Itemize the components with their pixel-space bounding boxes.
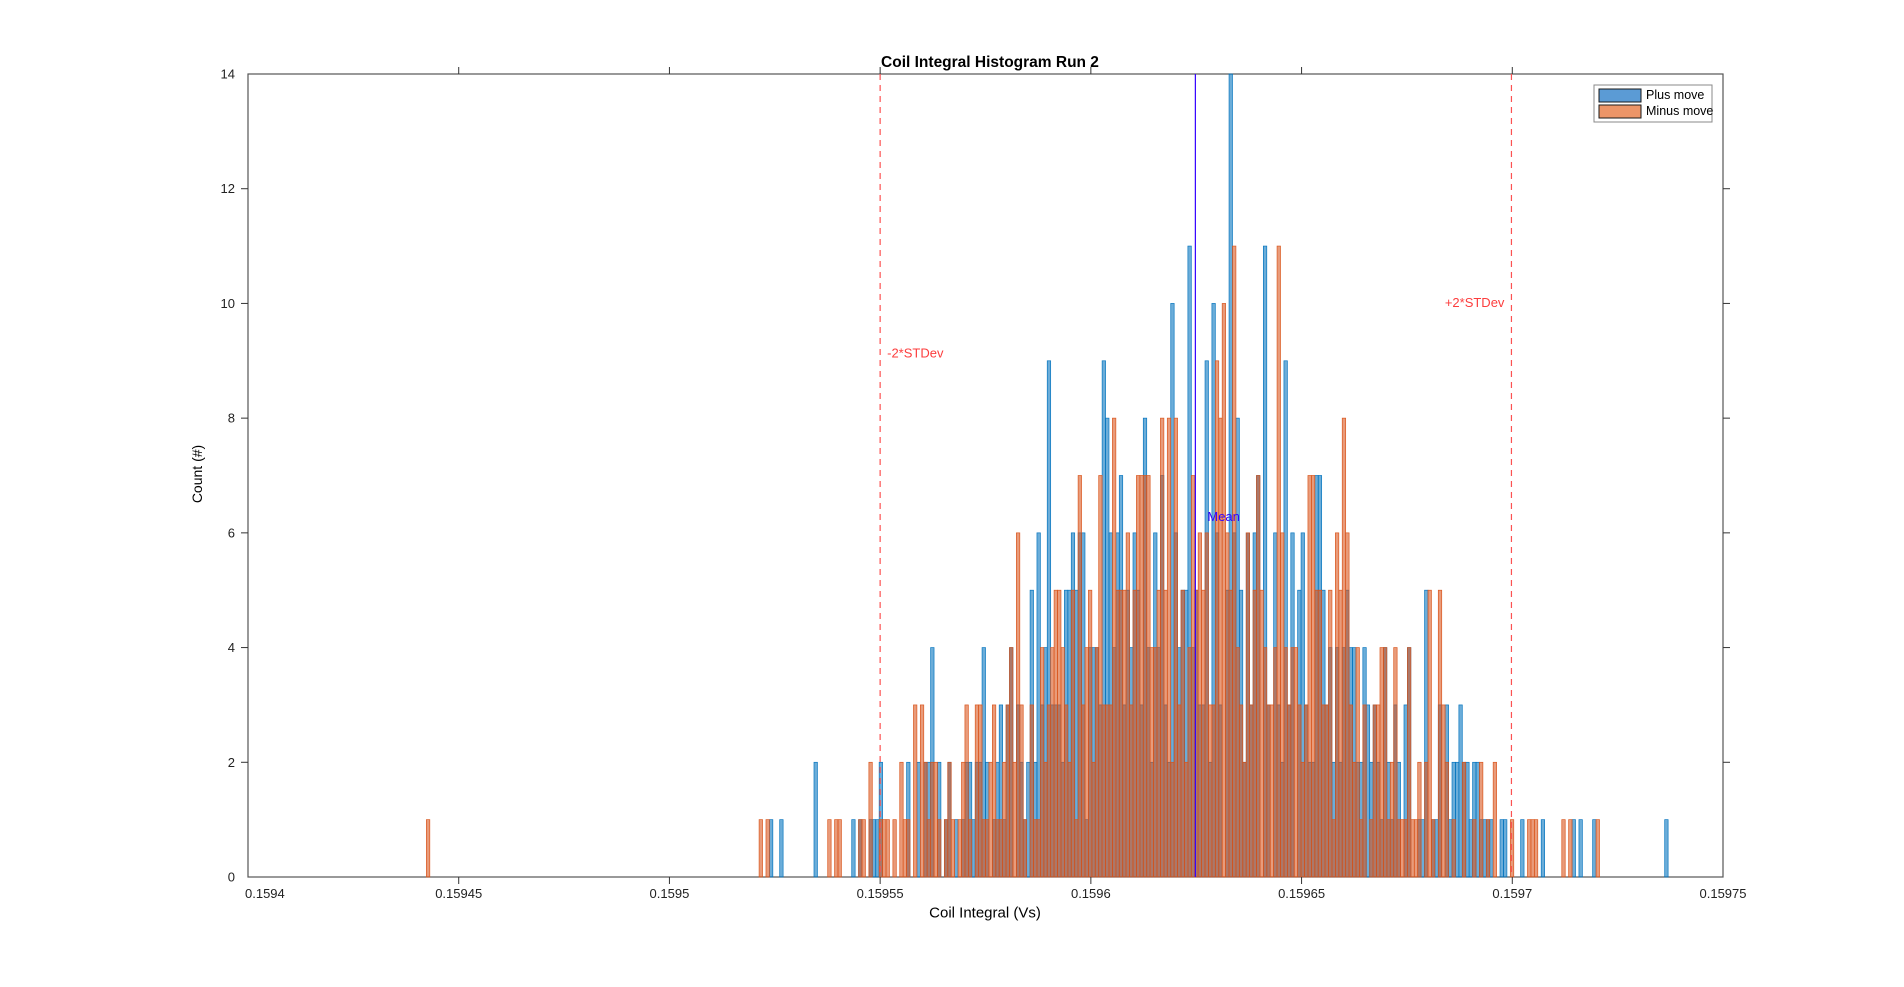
svg-text:4: 4 (228, 640, 235, 655)
svg-text:0.1597: 0.1597 (1492, 886, 1532, 901)
svg-text:0.1596: 0.1596 (1071, 886, 1111, 901)
svg-text:0.15945: 0.15945 (435, 886, 482, 901)
svg-text:0.15955: 0.15955 (857, 886, 904, 901)
svg-text:0.15975: 0.15975 (1700, 886, 1747, 901)
svg-text:0: 0 (228, 870, 235, 885)
svg-text:-2*STDev: -2*STDev (887, 345, 944, 360)
svg-text:0.1594: 0.1594 (245, 886, 285, 901)
svg-text:+2*STDev: +2*STDev (1445, 295, 1505, 310)
svg-text:0.15965: 0.15965 (1278, 886, 1325, 901)
svg-text:0.1595: 0.1595 (650, 886, 690, 901)
svg-text:Mean: Mean (1207, 509, 1240, 524)
svg-text:6: 6 (228, 525, 235, 540)
svg-text:Plus move: Plus move (1646, 88, 1704, 102)
svg-text:2: 2 (228, 755, 235, 770)
svg-text:12: 12 (221, 181, 235, 196)
svg-text:14: 14 (221, 67, 235, 82)
svg-text:Minus move: Minus move (1646, 104, 1713, 118)
svg-text:10: 10 (221, 296, 235, 311)
svg-text:8: 8 (228, 411, 235, 426)
